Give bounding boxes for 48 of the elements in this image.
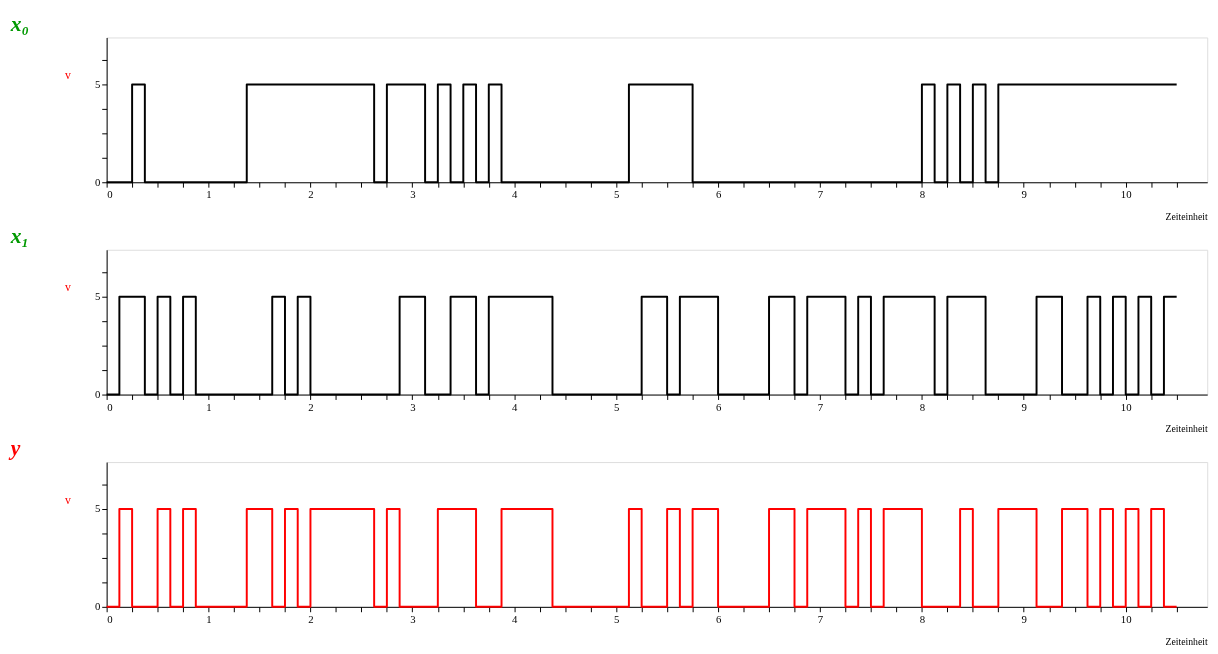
x-tick-label: 10 xyxy=(1120,612,1132,625)
x-tick-label: 6 xyxy=(715,188,722,201)
x-tick-label: 6 xyxy=(715,400,722,413)
x-tick-label: 8 xyxy=(919,400,926,413)
x-tick-label: 0 xyxy=(107,188,113,201)
x-tick-label: 3 xyxy=(410,188,416,201)
x-tick-label: 0 xyxy=(107,400,113,413)
y-axis-title: v xyxy=(65,69,72,83)
y-tick-label: 5 xyxy=(94,77,101,90)
x-tick-label: 4 xyxy=(512,400,519,413)
x-tick-label: 2 xyxy=(308,188,314,201)
y-tick-label: 5 xyxy=(94,290,101,303)
x-axis-title: Zeiteinheit xyxy=(1165,423,1208,435)
x-tick-label: 9 xyxy=(1021,400,1027,413)
x-tick-label: 5 xyxy=(613,400,620,413)
x-axis-title: Zeiteinheit xyxy=(1165,635,1208,647)
x-tick-label: 7 xyxy=(817,188,824,201)
x-tick-label: 1 xyxy=(206,400,212,413)
x-tick-label: 3 xyxy=(410,400,416,413)
x-tick-label: 4 xyxy=(512,188,519,201)
x-tick-label: 0 xyxy=(107,612,113,625)
y-tick-label: 0 xyxy=(94,600,101,613)
y-tick-label: 0 xyxy=(94,387,101,400)
x-tick-label: 7 xyxy=(817,612,824,625)
x-tick-label: 4 xyxy=(512,612,519,625)
x-tick-label: 1 xyxy=(206,612,212,625)
x-tick-label: 6 xyxy=(715,612,722,625)
x-tick-label: 7 xyxy=(817,400,824,413)
chart-title: y xyxy=(7,436,21,461)
x-tick-label: 5 xyxy=(613,188,620,201)
x-tick-label: 1 xyxy=(206,188,212,201)
x-tick-label: 10 xyxy=(1120,188,1132,201)
x-tick-label: 8 xyxy=(919,188,926,201)
chart-title: x₁ xyxy=(9,223,30,248)
x-tick-label: 8 xyxy=(919,612,926,625)
x-tick-label: 2 xyxy=(308,612,314,625)
y-axis-title: v xyxy=(65,281,72,295)
x-axis-title: Zeiteinheit xyxy=(1165,210,1208,222)
y-tick-label: 0 xyxy=(94,175,101,188)
x-tick-label: 3 xyxy=(410,612,416,625)
chart-title: x₀ xyxy=(9,11,30,36)
x-tick-label: 2 xyxy=(308,400,314,413)
y-tick-label: 5 xyxy=(94,502,101,515)
x-tick-label: 5 xyxy=(613,612,620,625)
x-tick-label: 10 xyxy=(1120,400,1132,413)
x-tick-label: 9 xyxy=(1021,612,1027,625)
y-axis-title: v xyxy=(65,493,72,507)
x-tick-label: 9 xyxy=(1021,188,1027,201)
